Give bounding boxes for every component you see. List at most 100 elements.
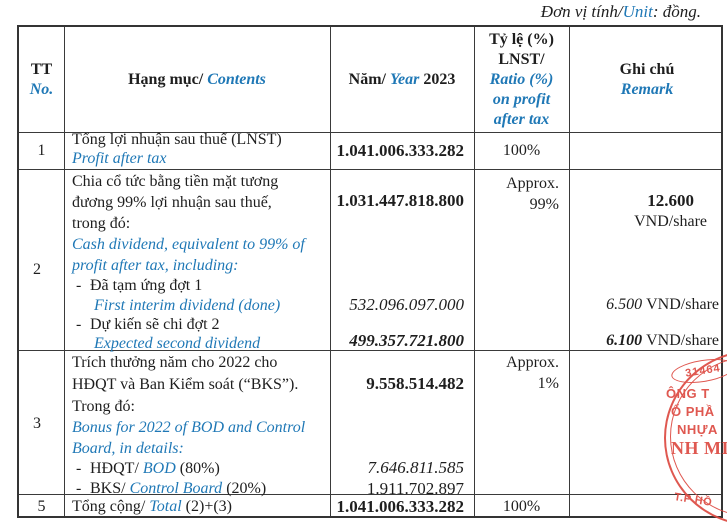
stamp-text-line-4: NH MI — [671, 438, 727, 458]
row3-item2-value: 1.911.702.897 — [366, 479, 464, 498]
row2-item2-value: 499.357.721.800 — [349, 331, 464, 350]
profit-distribution-table: TT No. Hạng mục/ Contents Năm/ Year 2023… — [17, 25, 723, 518]
row2-item1-label-en: First interim dividend (done) — [94, 297, 281, 314]
row3-item1: - HĐQT/ BOD (80%) — [76, 459, 220, 479]
col-divider-3 — [474, 27, 475, 516]
row2-no: 2 — [33, 261, 41, 278]
row3-item2: - BKS/ Control Board (20%) — [76, 479, 266, 499]
company-stamp: 31464 ÔNG T Ổ PHẦ NHỰA NH MI T.P HỒ — [658, 348, 727, 532]
header-remark: Ghi chú Remark — [569, 27, 725, 132]
row2-item1-remark-value: 6.500 — [606, 296, 643, 313]
row2-line-en-2: profit after tax, including: — [72, 257, 239, 274]
header-no: TT No. — [19, 27, 64, 132]
row3-item2-en: Control Board — [129, 480, 223, 497]
row2-line-en-1: Cash dividend, equivalent to 99% of — [72, 236, 305, 253]
row2-item1-remark-unit: VND/share — [646, 296, 719, 313]
header-year: Năm/ Year 2023 — [330, 27, 474, 132]
header-year-en: Year — [390, 70, 420, 88]
header-ratio-vi-1: Tỷ lệ (%) — [489, 31, 554, 48]
row5-label-vi: Tổng cộng/ — [72, 498, 146, 515]
row1-ratio: 100% — [502, 141, 541, 159]
row3-item1-value: 7.646.811.585 — [367, 458, 465, 477]
unit-note-prefix: Đơn vị tính/ — [540, 2, 623, 21]
row3-line-vi-3: Trong đó: — [72, 398, 135, 415]
row2-ratio-value: 99% — [529, 196, 559, 213]
header-no-en: No. — [29, 80, 54, 98]
stamp-text-line-2: Ổ PHẦ — [671, 404, 715, 419]
row2-item2-remark-value: 6.100 — [606, 332, 643, 349]
stamp-text-line-3: NHỰA — [677, 422, 718, 437]
row2-item1-vi: - Đã tạm ứng đợt 1 — [76, 276, 202, 296]
row2-item2-vi: - Dự kiến sẽ chi đợt 2 — [76, 315, 220, 335]
col-divider-4 — [569, 27, 570, 516]
row-divider-3 — [19, 494, 721, 495]
row2-line-vi-3: trong đó: — [72, 215, 131, 232]
header-ratio: Tỷ lệ (%) LNST/ Ratio (%) on profit afte… — [474, 30, 569, 132]
row2-value: 1.031.447.818.800 — [336, 191, 465, 210]
row3-item1-en: BOD — [142, 460, 176, 477]
stamp-text-line-1: ÔNG T — [666, 386, 710, 401]
row1-value-cell: 1.041.006.333.282 — [330, 132, 465, 169]
row1-label-en: Profit after tax — [72, 150, 167, 167]
row1-no: 1 — [37, 141, 46, 159]
row1-label-vi: Tổng lợi nhuận sau thuế (LNST) — [72, 131, 282, 148]
header-year-vi: Năm/ — [348, 70, 386, 88]
row5-value-cell: 1.041.006.333.282 — [330, 494, 465, 520]
row5-label: Tổng cộng/ Total (2)+(3) — [72, 494, 322, 520]
row2-ratio-approx: Approx. — [506, 175, 559, 192]
row5-no: 5 — [37, 498, 46, 515]
row2-item2-remark: 6.100 VND/share — [569, 331, 719, 351]
header-ratio-vi-2: LNST/ — [498, 51, 545, 68]
col-divider-1 — [64, 27, 65, 516]
row2-line-vi-2: đương 99% lợi nhuận sau thuế, — [72, 194, 272, 211]
row2-item2-remark-unit: VND/share — [646, 332, 719, 349]
row5-ratio: 100% — [502, 498, 541, 515]
row2-line-vi-1: Chia cổ tức bằng tiền mặt tương — [72, 173, 279, 190]
row3-value: 9.558.514.482 — [366, 374, 464, 393]
row-divider-header — [19, 132, 721, 133]
row3-line-en-1: Bonus for 2022 of BOD and Control — [72, 419, 306, 436]
row2-remark-value: 12.600 — [647, 191, 694, 210]
row2-item1-label-vi: Đã tạm ứng đợt 1 — [90, 277, 203, 294]
row3-item2-dash: - — [76, 480, 82, 497]
row2-item2-label-vi: Dự kiến sẽ chi đợt 2 — [90, 316, 220, 333]
header-ratio-en-3: after tax — [493, 111, 550, 128]
header-contents-en: Contents — [207, 70, 266, 88]
unit-note: Đơn vị tính/Unit: đồng. — [541, 2, 701, 22]
row3-item2-vi: BKS/ — [90, 480, 126, 497]
row5-label-formula: (2)+(3) — [185, 498, 232, 515]
row3-line-vi-1: Trích thưởng năm cho 2022 cho — [72, 354, 278, 371]
col-divider-2 — [330, 27, 331, 516]
row-divider-1 — [19, 169, 721, 170]
unit-note-unit-word: Unit — [622, 2, 653, 21]
row1-value: 1.041.006.333.282 — [336, 140, 465, 160]
row3-no: 3 — [33, 415, 41, 432]
row3-item1-dash: - — [76, 460, 82, 477]
row3-ratio-value: 1% — [537, 375, 559, 392]
row3-ratio-approx: Approx. — [506, 354, 559, 371]
row5-label-en: Total — [149, 498, 182, 515]
row3-item1-pct: (80%) — [179, 460, 220, 477]
header-no-vi: TT — [30, 60, 53, 78]
row2-item1-dash: - — [76, 277, 82, 294]
header-year-number: 2023 — [423, 70, 456, 88]
unit-note-suffix: : đồng. — [652, 2, 701, 21]
row3-line-en-2: Board, in details: — [72, 440, 184, 457]
row2-item2-label-en: Expected second dividend — [94, 335, 261, 352]
row3-item1-vi: HĐQT/ — [90, 460, 139, 477]
header-contents-vi: Hạng mục/ — [128, 70, 204, 88]
row2-item2-dash: - — [76, 316, 82, 333]
row5-value: 1.041.006.333.282 — [336, 497, 465, 516]
row2-remark-unit: VND/share — [634, 213, 707, 230]
header-ratio-en-1: Ratio (%) — [489, 71, 554, 88]
row3-line-vi-2: HĐQT và Ban Kiểm soát (“BKS”). — [72, 376, 299, 393]
row2-item1-remark: 6.500 VND/share — [569, 295, 719, 315]
header-remark-en: Remark — [620, 80, 674, 98]
header-ratio-en-2: on profit — [492, 91, 551, 108]
header-remark-vi: Ghi chú — [619, 60, 675, 78]
row-divider-2 — [19, 350, 721, 351]
row2-item1-value: 532.096.097.000 — [349, 295, 464, 314]
header-contents: Hạng mục/ Contents — [64, 27, 330, 132]
row3-item2-pct: (20%) — [226, 480, 267, 497]
